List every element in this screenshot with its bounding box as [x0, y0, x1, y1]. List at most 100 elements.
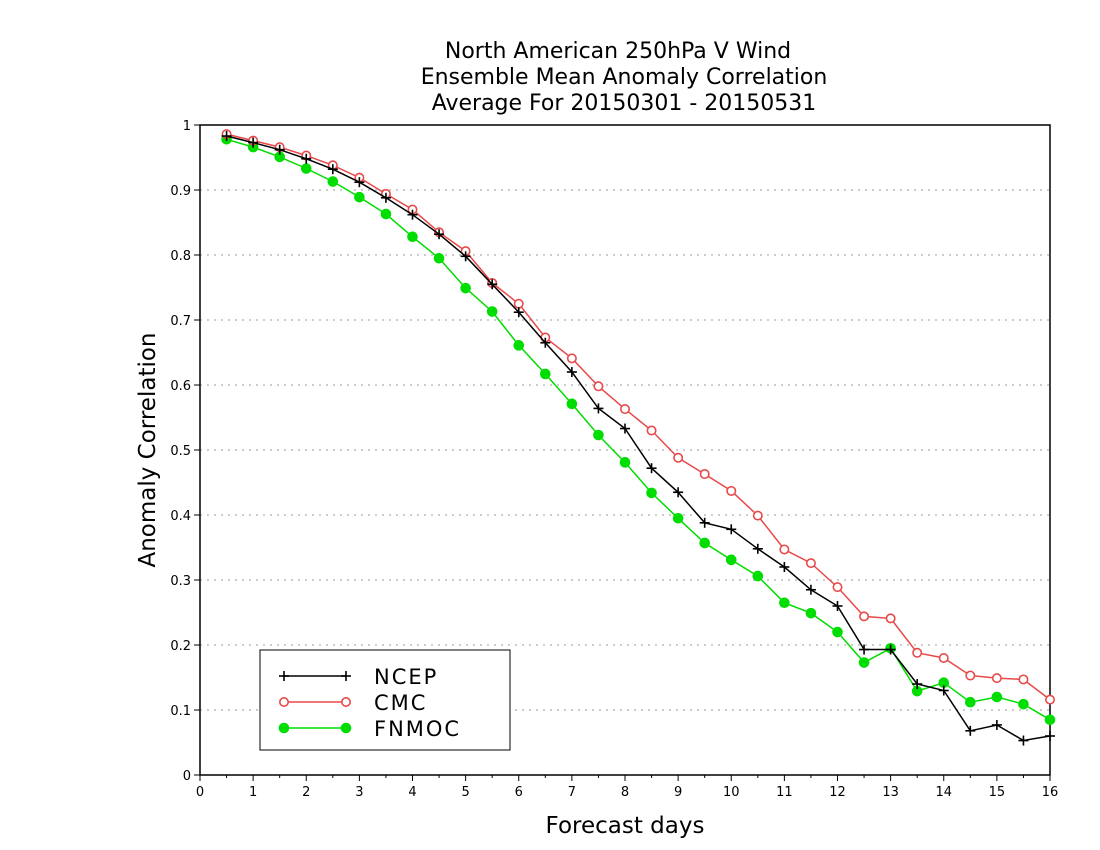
- point-fnmoc-29: [991, 691, 1003, 703]
- title-line-2: Ensemble Mean Anomaly Correlation: [421, 65, 828, 90]
- series-ncep: [221, 131, 1055, 746]
- point-ncep-22: [805, 584, 816, 595]
- point-cmc-24: [859, 611, 870, 622]
- legend-label-cmc: CMC: [374, 691, 427, 715]
- y-axis-label: Anomaly Correlation: [135, 332, 161, 567]
- point-fnmoc-17: [672, 512, 684, 524]
- point-ncep-3: [301, 153, 312, 164]
- point-fnmoc-3: [300, 163, 312, 174]
- point-fnmoc-23: [832, 626, 843, 638]
- point-cmc-11: [513, 298, 524, 309]
- point-fnmoc-7: [407, 231, 418, 243]
- point-fnmoc-9: [460, 282, 471, 294]
- point-fnmoc-11: [513, 340, 525, 351]
- legend-label-fnmoc: FNMOC: [374, 717, 461, 741]
- point-cmc-14: [593, 381, 604, 392]
- point-cmc-13: [566, 353, 577, 364]
- x-tick-label-11: 11: [776, 785, 793, 800]
- y-tick-label-8: 0.8: [170, 249, 191, 264]
- grid-lines: [200, 189, 1050, 711]
- x-tick-label-8: 8: [621, 785, 629, 800]
- point-fnmoc-14: [593, 429, 604, 441]
- point-cmc-26: [912, 647, 923, 658]
- x-tick-label-3: 3: [355, 785, 363, 800]
- legend-marker-start-cmc: [278, 696, 289, 707]
- point-ncep-14: [593, 403, 604, 414]
- point-ncep-4: [327, 164, 338, 175]
- point-fnmoc-31: [1044, 714, 1056, 726]
- point-cmc-25: [885, 613, 896, 624]
- point-fnmoc-18: [699, 537, 710, 549]
- point-fnmoc-16: [646, 487, 657, 499]
- point-cmc-28: [965, 670, 976, 681]
- legend-box: [259, 649, 511, 751]
- point-cmc-27: [938, 652, 949, 663]
- point-cmc-17: [673, 452, 684, 463]
- point-ncep-0: [221, 131, 232, 142]
- title-line-1: North American 250hPa V Wind: [445, 39, 791, 64]
- point-fnmoc-30: [1018, 698, 1029, 710]
- point-ncep-24: [859, 644, 870, 655]
- x-tick-label-1: 1: [249, 785, 257, 800]
- point-fnmoc-24: [858, 657, 870, 668]
- point-ncep-23: [832, 601, 843, 611]
- point-ncep-20: [752, 543, 763, 554]
- x-tick-label-14: 14: [935, 785, 952, 800]
- plot-frame: [199, 124, 1051, 776]
- point-ncep-21: [779, 562, 790, 572]
- x-tick-label-15: 15: [989, 785, 1006, 800]
- y-tick-label-10: 1: [183, 119, 191, 134]
- point-fnmoc-10: [486, 306, 498, 317]
- x-tick-label-4: 4: [408, 785, 416, 800]
- x-tick-label-10: 10: [723, 785, 740, 800]
- point-cmc-23: [832, 582, 843, 593]
- x-tick-label-0: 0: [196, 785, 204, 800]
- x-tick-label-7: 7: [568, 785, 576, 800]
- point-cmc-30: [1018, 674, 1029, 685]
- point-ncep-29: [991, 719, 1002, 730]
- point-fnmoc-15: [619, 457, 631, 468]
- y-tick-label-4: 0.4: [170, 509, 191, 524]
- series-line-cmc: [226, 133, 1051, 701]
- point-ncep-13: [566, 367, 577, 377]
- point-cmc-29: [991, 673, 1002, 684]
- point-ncep-28: [965, 725, 976, 736]
- point-ncep-5: [354, 177, 365, 188]
- point-cmc-19: [726, 485, 737, 496]
- point-ncep-6: [380, 192, 391, 203]
- x-tick-label-9: 9: [674, 785, 682, 800]
- point-ncep-15: [620, 423, 630, 434]
- legend-label-ncep: NCEP: [374, 665, 438, 689]
- point-ncep-12: [540, 337, 551, 348]
- point-ncep-19: [726, 524, 737, 535]
- y-axis: 0 0.1 0.2 0.3 0.4 0.5 0.6 0.7 0.8 0.9 1: [170, 119, 200, 784]
- point-ncep-9: [460, 251, 471, 262]
- point-ncep-30: [1018, 735, 1029, 746]
- point-fnmoc-8: [433, 252, 445, 264]
- legend-marker-start-fnmoc: [278, 722, 290, 734]
- x-axis-label: Forecast days: [546, 813, 705, 839]
- y-tick-label-1: 0.1: [170, 704, 191, 719]
- legend-marker-end-cmc: [340, 696, 351, 707]
- point-ncep-1: [248, 137, 259, 148]
- x-axis: 0 1 2 3 4 5 6 7 8 9 10 11 12 13 14 15 16: [196, 775, 1058, 800]
- series-fnmoc: [221, 134, 1056, 726]
- y-tick-label-7: 0.7: [170, 314, 191, 329]
- y-tick-label-2: 0.2: [170, 639, 191, 654]
- series-line-fnmoc: [226, 138, 1051, 721]
- x-tick-label-12: 12: [829, 785, 846, 800]
- x-tick-label-5: 5: [461, 785, 469, 800]
- legend-marker-start-ncep: [279, 671, 289, 681]
- point-fnmoc-28: [965, 696, 976, 708]
- point-fnmoc-4: [327, 176, 339, 187]
- point-ncep-17: [673, 487, 684, 498]
- legend-marker-end-fnmoc: [340, 722, 352, 734]
- point-fnmoc-19: [725, 554, 737, 566]
- point-cmc-18: [699, 469, 710, 480]
- y-tick-label-9: 0.9: [170, 184, 191, 199]
- x-tick-label-13: 13: [882, 785, 899, 800]
- chart-title: North American 250hPa V Wind Ensemble Me…: [421, 39, 828, 116]
- point-fnmoc-22: [805, 607, 817, 619]
- point-fnmoc-5: [354, 191, 365, 203]
